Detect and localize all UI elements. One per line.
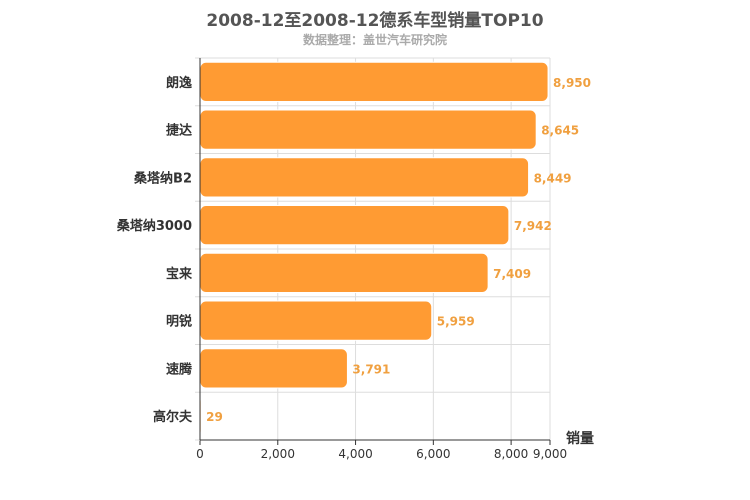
category-label: 宝来 xyxy=(166,266,193,282)
bar-series xyxy=(199,61,549,437)
bar-4[interactable] xyxy=(199,205,510,246)
bar-2[interactable] xyxy=(199,109,537,150)
x-tick-label: 9,000 xyxy=(533,447,567,461)
category-label: 桑塔纳B2 xyxy=(133,170,192,186)
value-label: 8,449 xyxy=(534,171,572,185)
axes xyxy=(199,58,550,441)
bar-5[interactable] xyxy=(199,252,489,293)
category-label: 捷达 xyxy=(166,123,192,139)
bar-3[interactable] xyxy=(199,157,530,198)
x-tick-label: 6,000 xyxy=(416,447,450,461)
value-label: 8,950 xyxy=(553,76,591,90)
value-label: 7,409 xyxy=(493,267,531,281)
bar-7[interactable] xyxy=(199,348,348,389)
category-label: 速腾 xyxy=(166,361,193,377)
category-label: 高尔夫 xyxy=(153,409,193,425)
category-label: 明锐 xyxy=(166,314,192,330)
value-label: 29 xyxy=(206,410,223,424)
chart-subtitle: 数据整理：盖世汽车研究院 xyxy=(302,33,447,47)
bar-6[interactable] xyxy=(199,300,433,341)
x-tick-label: 8,000 xyxy=(494,447,528,461)
value-label: 7,942 xyxy=(514,219,552,233)
x-tick-label: 4,000 xyxy=(338,447,372,461)
bar-1[interactable] xyxy=(199,61,549,102)
value-label: 3,791 xyxy=(352,362,390,376)
labels: 0 2,000 4,000 6,000 8,000 9,000 朗逸 8,950 捷达 8,645… xyxy=(116,75,591,461)
category-label: 桑塔纳3000 xyxy=(116,218,192,234)
category-label: 朗逸 xyxy=(166,75,192,91)
chart-title: 2008-12至2008-12德系车型销量TOP10 xyxy=(206,11,544,31)
value-label: 8,645 xyxy=(541,124,579,138)
x-tick-label: 0 xyxy=(196,447,204,461)
x-axis-title: 销量 xyxy=(566,430,594,447)
x-tick-label: 2,000 xyxy=(261,447,295,461)
value-label: 5,959 xyxy=(437,315,475,329)
